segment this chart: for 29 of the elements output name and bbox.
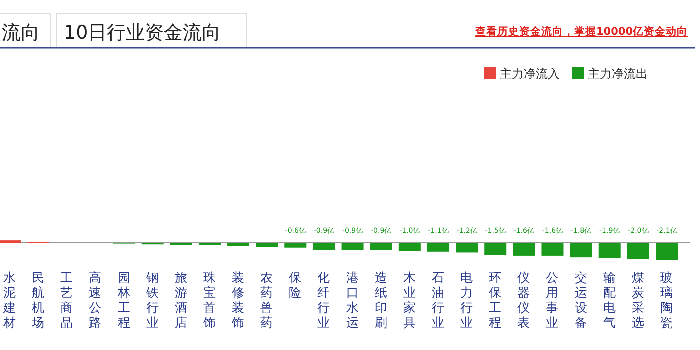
legend-label: 主力净流入 bbox=[500, 67, 560, 81]
chart-title: 10日行业资金流向 bbox=[64, 22, 222, 44]
x-tick-label: 造纸印刷 bbox=[374, 270, 388, 330]
x-tick-label: 石油行业 bbox=[432, 270, 445, 330]
text: 流向 bbox=[2, 22, 40, 44]
x-tick-label: 港口水运 bbox=[346, 270, 360, 330]
x-tick-label: 交运设备 bbox=[574, 270, 588, 330]
x-tick-label: 仪器仪表 bbox=[518, 270, 531, 330]
x-tick-label: 高速公路 bbox=[89, 270, 102, 330]
x-tick-label: 木业家具 bbox=[403, 270, 416, 330]
x-tick-label: 装修装饰 bbox=[231, 270, 246, 330]
x-tick-label: 玻璃陶瓷 bbox=[660, 270, 674, 330]
x-tick-label: 旅游酒店 bbox=[174, 270, 188, 330]
x-tick-label: 煤炭采选 bbox=[632, 270, 645, 330]
x-tick-label: 水泥建材 bbox=[2, 270, 16, 330]
x-tick-label: 输配电气 bbox=[603, 270, 616, 330]
x-tick-label: 公用事业 bbox=[546, 270, 560, 330]
legend-label: 主力净流出 bbox=[588, 67, 648, 81]
x-tick-label: 钢铁行业 bbox=[145, 270, 160, 330]
x-tick-label: 环保工程 bbox=[489, 270, 502, 330]
x-tick-label: 工艺商品 bbox=[60, 270, 74, 330]
x-tick-label: 园林工程 bbox=[116, 270, 131, 330]
x-tick-label: 民航机场 bbox=[31, 270, 46, 330]
x-tick-label: 保险 bbox=[289, 270, 302, 300]
x-tick-label: 珠宝首饰 bbox=[202, 270, 216, 330]
x-tick-label: 电力行业 bbox=[460, 270, 474, 330]
x-tick-label: 化纤行业 bbox=[318, 270, 331, 330]
x-tick-label: 农药兽药 bbox=[260, 270, 274, 330]
text: 查看历史资金流向，掌握10000亿资金动向 bbox=[474, 25, 688, 38]
